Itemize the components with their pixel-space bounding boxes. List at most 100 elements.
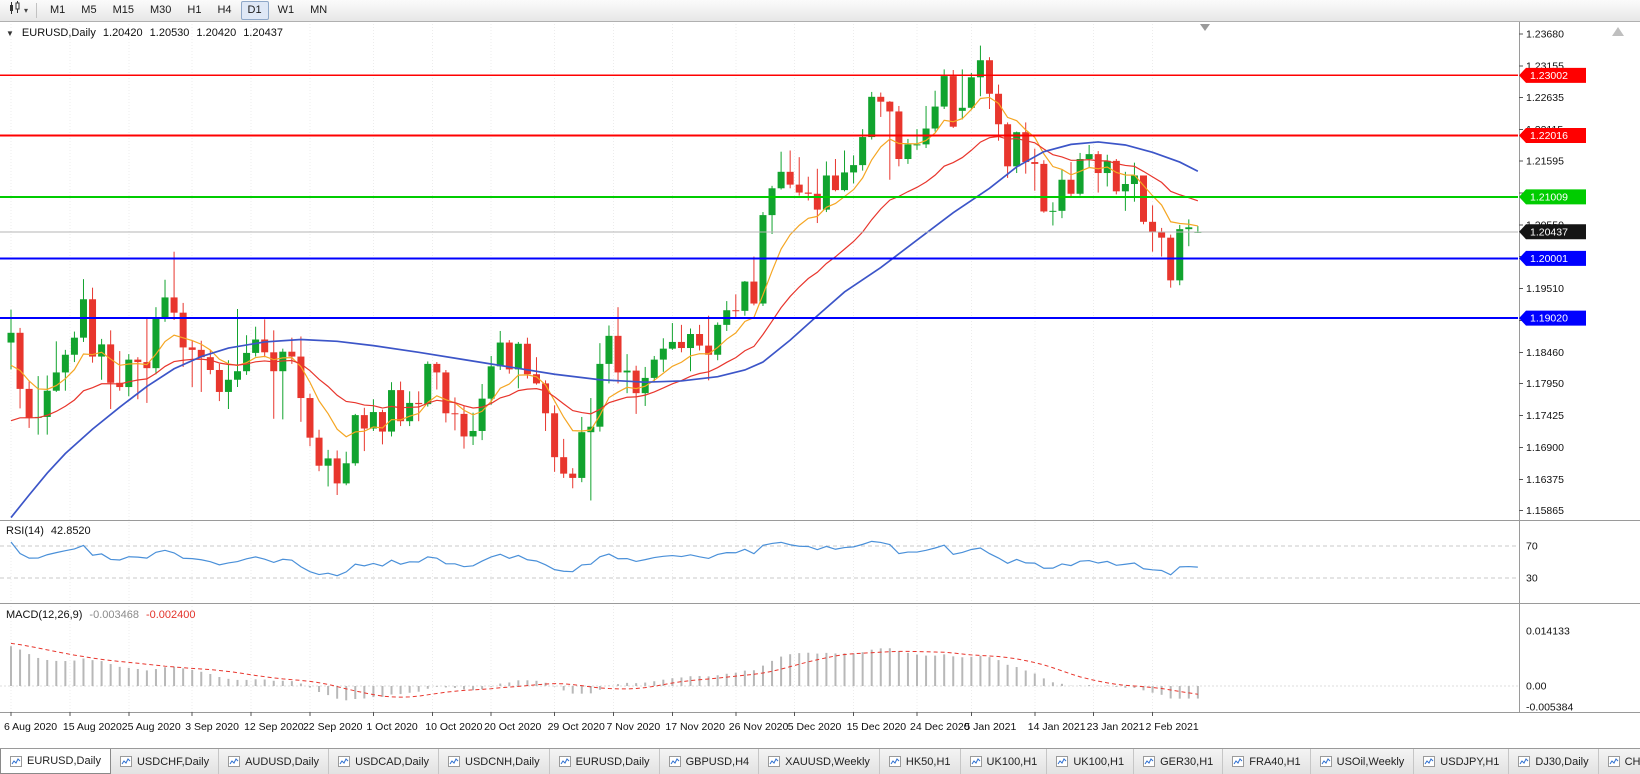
price-box-1.20001[interactable] [1519,250,1586,266]
tab-label: HK50,H1 [905,755,951,768]
timeframe-button-m5[interactable]: M5 [81,4,97,17]
timeframe-button-m1[interactable]: M1 [50,4,66,17]
candle [1194,231,1202,233]
chart-tab-icon [10,755,22,767]
candle [949,76,957,127]
timeframe-button-d1[interactable]: D1 [240,1,269,20]
price-box-1.21009[interactable] [1519,189,1586,205]
rsi-line [10,540,1198,577]
candle [134,359,142,363]
candle [532,374,540,384]
chart-tab-icon [888,756,901,767]
tab-audusd-daily[interactable]: AUDUSD,Daily [219,749,330,774]
tab-dj30-daily[interactable]: DJ30,Daily [1509,749,1599,774]
tab-usdcnh-daily[interactable]: USDCNH,Daily [439,749,550,774]
candles-series [7,45,1202,501]
candle [886,101,894,112]
timeframe-button-m30[interactable]: M30 [149,4,172,17]
time-axis-label: 12 Sep 2020 [244,721,304,733]
tab-uk100-h1[interactable]: UK100,H1 [1047,749,1135,774]
price-box-1.22016[interactable] [1519,127,1586,143]
tab-fra40-h1[interactable]: FRA40,H1 [1223,749,1311,774]
macd-axis-label: 0.014133 [1526,625,1570,637]
price-box-1.19020[interactable] [1519,310,1586,326]
timeframe-button-h4[interactable]: H4 [217,4,232,17]
tab-label: EURUSD,Daily [575,755,650,768]
candle [931,106,939,129]
candle [1158,231,1166,238]
tab-label: USDJPY,H1 [1440,755,1500,768]
one-click-trading-arrow[interactable]: ▼ [6,29,14,38]
candle [1176,229,1184,281]
timeframe-button-m15[interactable]: M15 [112,4,134,17]
tab-hk50-h1[interactable]: HK50,H1 [879,749,961,774]
candle [768,188,776,216]
tab-china300-h1[interactable]: CHINA300,H1 [1598,749,1640,774]
candle [424,363,432,405]
timeframe-button-mn[interactable]: MN [310,4,328,17]
ohlc-open: 1.20420 [102,27,143,39]
tab-label: CHINA300,H1 [1624,755,1640,768]
price-axis-label: 1.15865 [1526,505,1564,517]
tab-uk100-h1[interactable]: UK100,H1 [960,749,1048,774]
tab-gbpusd-h4[interactable]: GBPUSD,H4 [659,749,760,774]
candle [913,144,921,146]
chart-tab-icon [1607,756,1620,767]
price-box-1.23002[interactable] [1519,67,1586,83]
candle [904,144,912,160]
candle [677,341,685,349]
ohlc-low: 1.20420 [196,27,237,39]
candle [995,93,1003,125]
tab-usdjpy-h1[interactable]: USDJPY,H1 [1414,749,1510,774]
chart-type-button[interactable]: ▾ [4,0,31,21]
candle [523,343,531,375]
candle [161,297,169,318]
tab-eurusd-daily[interactable]: EURUSD,Daily [549,749,660,774]
tab-label: USDCAD,Daily [355,755,430,768]
candle [569,473,577,478]
tab-usdcad-daily[interactable]: USDCAD,Daily [329,749,440,774]
tab-xauusd-weekly[interactable]: XAUUSD,Weekly [759,749,880,774]
candle [505,342,513,370]
candle [98,344,106,357]
candle [940,76,948,107]
rsi-pane-label: RSI(14) 42.8520 [6,525,91,537]
time-axis-label: 20 Oct 2020 [484,721,541,733]
macd-axis-label: 0.00 [1526,681,1547,693]
chart-shift-marker[interactable] [1200,24,1210,31]
chart-tab-icon [1423,756,1436,767]
ohlc-high: 1.20530 [149,27,190,39]
candle [442,372,450,414]
tab-eurusd-daily[interactable]: EURUSD,Daily [0,749,111,774]
candle [514,343,522,370]
candle [43,390,51,417]
price-axis-label: 1.21595 [1526,156,1564,168]
candle [705,345,713,355]
timeframe-button-w1[interactable]: W1 [277,4,295,17]
candle [696,334,704,346]
pane-separators [0,22,1640,713]
scroll-up-arrow[interactable] [1612,27,1624,36]
candle [750,281,758,304]
time-axis-label: 25 Aug 2020 [122,721,181,733]
price-axis-label: 1.19510 [1526,283,1564,295]
tab-ger30-h1[interactable]: GER30,H1 [1134,749,1224,774]
candle [596,363,604,427]
candle [342,463,350,484]
tab-usdchf-daily[interactable]: USDCHF,Daily [110,749,220,774]
tab-label: AUDUSD,Daily [245,755,320,768]
macd-signal-line [10,642,1198,698]
tab-usoil-weekly[interactable]: USOil,Weekly [1310,749,1415,774]
rsi-current-value: 42.8520 [50,525,91,537]
candle [795,184,803,193]
tab-label: EURUSD,Daily [27,755,101,767]
timeframe-toolbar: M1 M5 M15 M30 H1 H4 D1 W1 MN [42,1,335,20]
time-axis-label: 29 Oct 2020 [548,721,605,733]
current-price-box-text: 1.20437 [1530,226,1568,238]
chart-tab-icon [119,756,132,767]
candle [378,412,386,432]
timeframe-button-h1[interactable]: H1 [187,4,202,17]
candle [542,383,550,414]
current-price-box[interactable] [1519,224,1586,240]
